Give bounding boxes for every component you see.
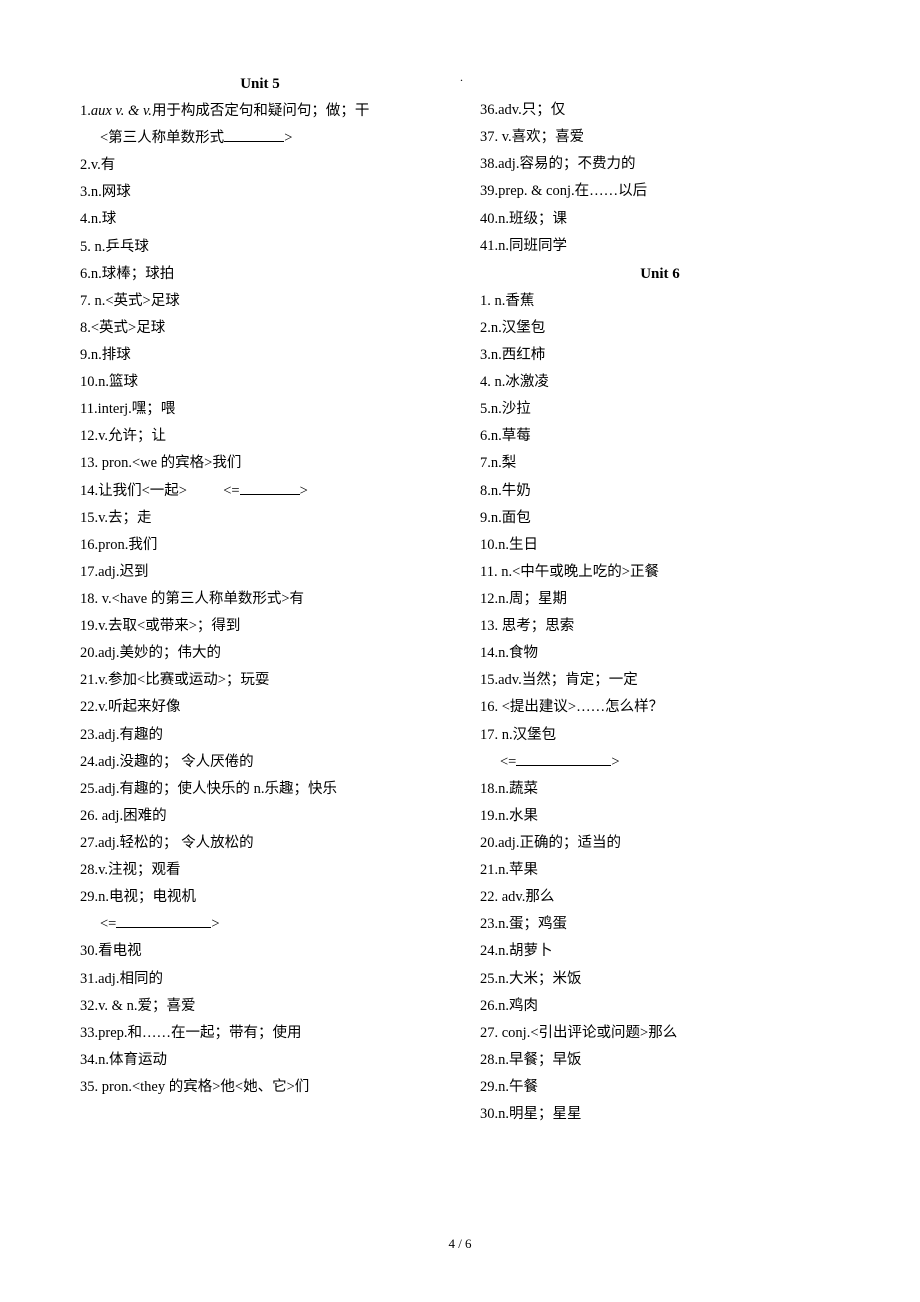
text: <= bbox=[500, 754, 516, 770]
list-item: 3.n.网球 bbox=[80, 179, 440, 206]
blank bbox=[116, 914, 211, 928]
list-item: 38.adj.容易的；不费力的 bbox=[480, 151, 840, 178]
list-item: 24.n.胡萝卜 bbox=[480, 938, 840, 965]
list-item: 17.adj.迟到 bbox=[80, 559, 440, 586]
list-item: 40.n.班级；课 bbox=[480, 206, 840, 233]
list-item: 28.v.注视；观看 bbox=[80, 857, 440, 884]
list-item: 8.n.牛奶 bbox=[480, 478, 840, 505]
list-item: 23.adj.有趣的 bbox=[80, 722, 440, 749]
list-item: <= > bbox=[80, 911, 440, 938]
list-item: 18. v.<have 的第三人称单数形式>有 bbox=[80, 586, 440, 613]
list-item: 26.n.鸡肉 bbox=[480, 993, 840, 1020]
list-item: 12.n.周；星期 bbox=[480, 586, 840, 613]
list-item: 22.v.听起来好像 bbox=[80, 694, 440, 721]
list-item: 19.n.水果 bbox=[480, 803, 840, 830]
list-item: 11. n.<中午或晚上吃的>正餐 bbox=[480, 559, 840, 586]
list-item: 13. 思考；思索 bbox=[480, 613, 840, 640]
list-item: 21.n.苹果 bbox=[480, 857, 840, 884]
blank bbox=[240, 481, 300, 495]
text: 14.让我们<一起> bbox=[80, 483, 187, 499]
list-item: 41.n.同班同学 bbox=[480, 233, 840, 260]
list-item: 5. n.乒乓球 bbox=[80, 234, 440, 261]
list-item: 9.n.排球 bbox=[80, 342, 440, 369]
list-item: 18.n.蔬菜 bbox=[480, 776, 840, 803]
list-item: 36.adv.只；仅 bbox=[480, 97, 840, 124]
list-item: 11.interj.嘿；喂 bbox=[80, 396, 440, 423]
right-column: 36.adv.只；仅 37. v.喜欢；喜爱 38.adj.容易的；不费力的 3… bbox=[480, 70, 840, 1128]
list-item: 14.让我们<一起> <= > bbox=[80, 478, 440, 505]
list-item: 6.n.草莓 bbox=[480, 423, 840, 450]
text-italic: aux v. & v. bbox=[91, 103, 152, 119]
unit6-title: Unit 6 bbox=[480, 260, 840, 288]
text: > bbox=[211, 916, 219, 932]
text: <= bbox=[100, 916, 116, 932]
text: > bbox=[300, 483, 308, 499]
text: > bbox=[611, 754, 619, 770]
page-content: Unit 5 1.aux v. & v.用于构成否定句和疑问句；做；干 <第三人… bbox=[0, 0, 920, 1168]
list-item: 21.v.参加<比赛或运动>；玩耍 bbox=[80, 667, 440, 694]
list-item: 30.n.明星；星星 bbox=[480, 1101, 840, 1128]
list-item: 7.n.梨 bbox=[480, 450, 840, 477]
list-item: 28.n.早餐；早饭 bbox=[480, 1047, 840, 1074]
list-item: 39.prep. & conj.在……以后 bbox=[480, 178, 840, 205]
list-item: 13. pron.<we 的宾格>我们 bbox=[80, 450, 440, 477]
list-item: 10.n.生日 bbox=[480, 532, 840, 559]
list-item: 4.n.球 bbox=[80, 206, 440, 233]
list-item: 31.adj.相同的 bbox=[80, 966, 440, 993]
list-item: 2.v.有 bbox=[80, 152, 440, 179]
list-item: 19.v.去取<或带来>；得到 bbox=[80, 613, 440, 640]
list-item: 20.adj.正确的；适当的 bbox=[480, 830, 840, 857]
text: 用于构成否定句和疑问句；做；干 bbox=[152, 103, 370, 119]
list-item: 20.adj.美妙的；伟大的 bbox=[80, 640, 440, 667]
list-item: <= > bbox=[480, 749, 840, 776]
list-item: 35. pron.<they 的宾格>他<她、它>们 bbox=[80, 1074, 440, 1101]
list-item: 15.v.去；走 bbox=[80, 505, 440, 532]
list-item: 26. adj.困难的 bbox=[80, 803, 440, 830]
left-column: Unit 5 1.aux v. & v.用于构成否定句和疑问句；做；干 <第三人… bbox=[80, 70, 440, 1128]
list-item: 10.n.篮球 bbox=[80, 369, 440, 396]
list-item: 15.adv.当然；肯定；一定 bbox=[480, 667, 840, 694]
list-item: 9.n.面包 bbox=[480, 505, 840, 532]
blank bbox=[224, 128, 284, 142]
list-item: 25.n.大米；米饭 bbox=[480, 966, 840, 993]
list-item: 25.adj.有趣的；使人快乐的 n.乐趣；快乐 bbox=[80, 776, 440, 803]
unit5-title: Unit 5 bbox=[80, 70, 440, 98]
list-item: 30.看电视 bbox=[80, 938, 440, 965]
list-item: 33.prep.和……在一起；带有；使用 bbox=[80, 1020, 440, 1047]
list-item: 8.<英式>足球 bbox=[80, 315, 440, 342]
text: <第三人称单数形式 bbox=[100, 130, 224, 146]
list-item: 16. <提出建议>……怎么样？ bbox=[480, 694, 840, 721]
list-item: 1. n.香蕉 bbox=[480, 288, 840, 315]
list-item: 29.n.电视；电视机 bbox=[80, 884, 440, 911]
page-footer: 4 / 6 bbox=[0, 1236, 920, 1252]
list-item: 6.n.球棒；球拍 bbox=[80, 261, 440, 288]
blank bbox=[516, 752, 611, 766]
list-item: 24.adj.没趣的； 令人厌倦的 bbox=[80, 749, 440, 776]
list-item: 27. conj.<引出评论或问题>那么 bbox=[480, 1020, 840, 1047]
list-item: 37. v.喜欢；喜爱 bbox=[480, 124, 840, 151]
list-item: 1.aux v. & v.用于构成否定句和疑问句；做；干 bbox=[80, 98, 440, 125]
page-mark: . bbox=[460, 70, 463, 85]
list-item: <第三人称单数形式 > bbox=[80, 125, 440, 152]
list-item: 5.n.沙拉 bbox=[480, 396, 840, 423]
list-item: 23.n.蛋；鸡蛋 bbox=[480, 911, 840, 938]
list-item: 32.v. & n.爱；喜爱 bbox=[80, 993, 440, 1020]
list-item: 12.v.允许；让 bbox=[80, 423, 440, 450]
text: 1. bbox=[80, 103, 91, 119]
list-item: 2.n.汉堡包 bbox=[480, 315, 840, 342]
list-item: 14.n.食物 bbox=[480, 640, 840, 667]
text: > bbox=[284, 130, 292, 146]
list-item: 3.n.西红柿 bbox=[480, 342, 840, 369]
list-item: 16.pron.我们 bbox=[80, 532, 440, 559]
list-item: 27.adj.轻松的； 令人放松的 bbox=[80, 830, 440, 857]
text: <= bbox=[223, 483, 239, 499]
list-item: 34.n.体育运动 bbox=[80, 1047, 440, 1074]
list-item: 7. n.<英式>足球 bbox=[80, 288, 440, 315]
list-item: 17. n.汉堡包 bbox=[480, 722, 840, 749]
list-item: 4. n.冰激凌 bbox=[480, 369, 840, 396]
list-item: 22. adv.那么 bbox=[480, 884, 840, 911]
list-item: 29.n.午餐 bbox=[480, 1074, 840, 1101]
